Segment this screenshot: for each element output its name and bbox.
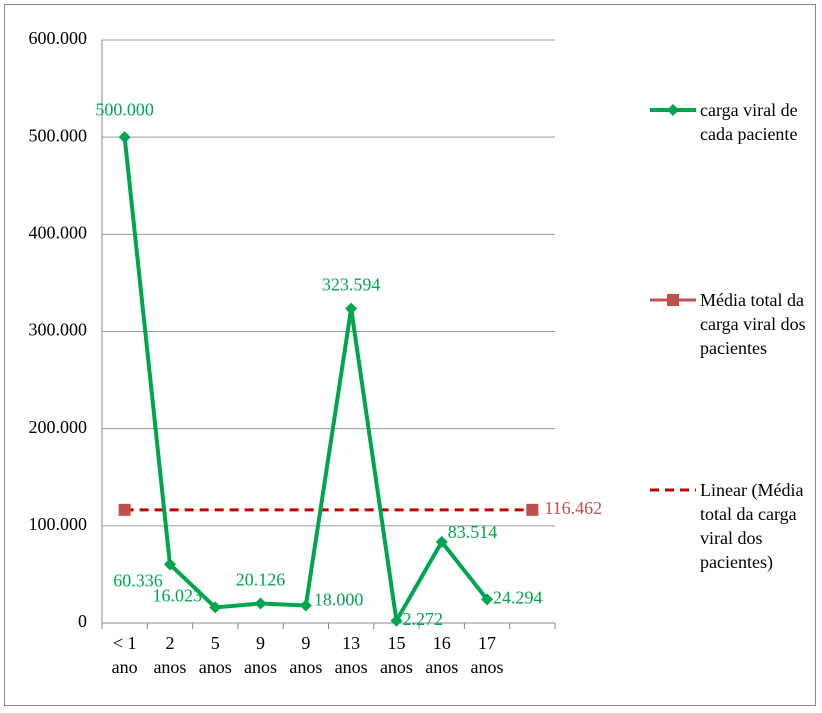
x-tick-label: 9 anos — [289, 633, 322, 677]
y-tick-label: 0 — [78, 611, 87, 631]
series-line — [122, 136, 489, 623]
y-tick-label: 300.000 — [29, 320, 88, 340]
legend-marker — [667, 294, 679, 306]
marker — [299, 599, 312, 612]
marker — [163, 558, 176, 571]
data-label: 500.000 — [95, 99, 154, 119]
x-tick-label: 16 anos — [425, 633, 458, 677]
legend-label: Linear (Média total da carga viral dos p… — [700, 480, 804, 572]
legend-item: carga viral de cada paciente — [700, 100, 798, 144]
legend-label: carga viral de cada paciente — [700, 100, 798, 144]
marker — [209, 601, 222, 614]
x-tick-label: 9 anos — [244, 633, 277, 677]
chart-border — [4, 4, 816, 706]
x-tick-label: 5 anos — [199, 633, 232, 677]
legend-item: Média total da carga viral dos pacientes — [700, 290, 806, 358]
marker — [118, 131, 131, 144]
y-tick-label: 200.000 — [29, 417, 88, 437]
marker — [390, 614, 403, 627]
data-label: 323.594 — [322, 275, 381, 295]
marker — [118, 503, 131, 516]
legend-marker — [667, 104, 679, 116]
x-tick-label: 15 anos — [380, 633, 413, 677]
marker — [526, 503, 539, 516]
y-tick-label: 500.000 — [29, 125, 88, 145]
data-label: 2.272 — [402, 609, 443, 629]
legend-item: Linear (Média total da carga viral dos p… — [700, 480, 804, 572]
y-tick-label: 600.000 — [29, 28, 88, 48]
x-tick-label: 13 anos — [335, 633, 368, 677]
data-label: 18.000 — [314, 590, 364, 610]
data-label: 24.294 — [493, 588, 543, 608]
data-label: 116.462 — [544, 498, 602, 518]
legend-label: Média total da carga viral dos pacientes — [700, 290, 806, 358]
marker — [481, 593, 494, 606]
marker — [254, 597, 267, 610]
data-label: 83.514 — [448, 522, 498, 542]
x-tick-label: 17 anos — [471, 633, 504, 677]
data-label: 16.023 — [153, 586, 203, 606]
y-tick-label: 100.000 — [29, 514, 88, 534]
y-tick-label: 400.000 — [29, 222, 88, 242]
x-tick-label: < 1 ano — [112, 633, 138, 677]
x-tick-label: 2 anos — [153, 633, 186, 677]
data-label: 20.126 — [236, 570, 286, 590]
marker — [345, 302, 358, 315]
data-label: 60.336 — [113, 570, 163, 590]
marker — [435, 535, 448, 548]
